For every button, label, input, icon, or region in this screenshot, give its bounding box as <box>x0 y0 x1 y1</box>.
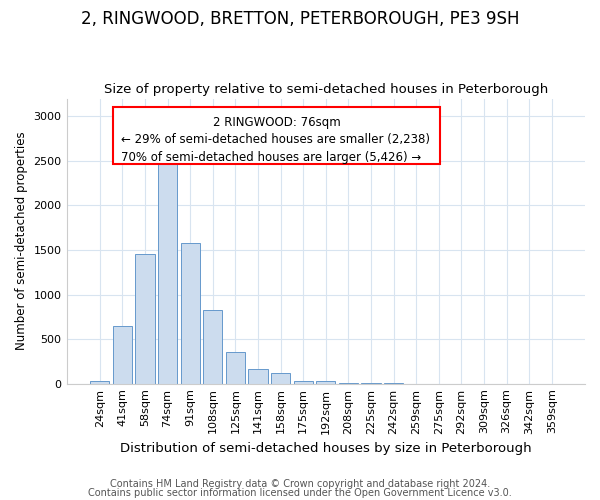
Bar <box>203 310 223 384</box>
Text: 70% of semi-detached houses are larger (5,426) →: 70% of semi-detached houses are larger (… <box>121 152 421 164</box>
Text: Contains public sector information licensed under the Open Government Licence v3: Contains public sector information licen… <box>88 488 512 498</box>
X-axis label: Distribution of semi-detached houses by size in Peterborough: Distribution of semi-detached houses by … <box>120 442 532 455</box>
Text: ← 29% of semi-detached houses are smaller (2,238): ← 29% of semi-detached houses are smalle… <box>121 133 430 146</box>
Bar <box>316 381 335 384</box>
Bar <box>339 383 358 384</box>
Bar <box>293 381 313 384</box>
Bar <box>181 243 200 384</box>
Text: 2 RINGWOOD: 76sqm: 2 RINGWOOD: 76sqm <box>212 116 340 128</box>
Bar <box>271 373 290 384</box>
Bar <box>90 381 109 384</box>
Title: Size of property relative to semi-detached houses in Peterborough: Size of property relative to semi-detach… <box>104 83 548 96</box>
Text: Contains HM Land Registry data © Crown copyright and database right 2024.: Contains HM Land Registry data © Crown c… <box>110 479 490 489</box>
Bar <box>226 352 245 384</box>
Bar <box>248 369 268 384</box>
Bar <box>113 326 132 384</box>
FancyBboxPatch shape <box>113 107 440 164</box>
Bar <box>136 254 155 384</box>
Y-axis label: Number of semi-detached properties: Number of semi-detached properties <box>15 132 28 350</box>
Bar <box>158 161 177 384</box>
Text: 2, RINGWOOD, BRETTON, PETERBOROUGH, PE3 9SH: 2, RINGWOOD, BRETTON, PETERBOROUGH, PE3 … <box>81 10 519 28</box>
